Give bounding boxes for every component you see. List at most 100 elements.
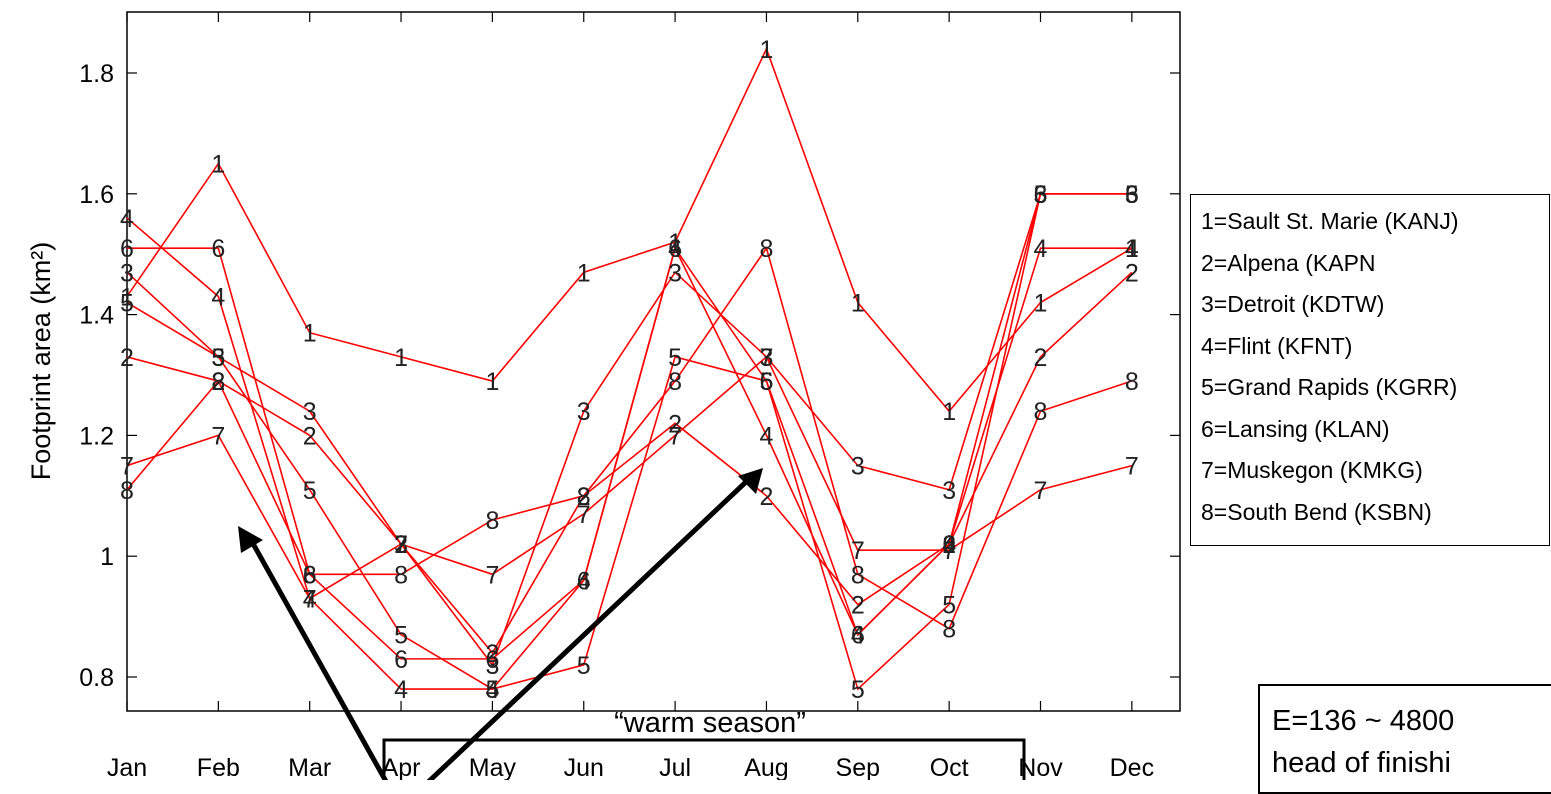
- legend-item: 6=Lansing (KLAN): [1201, 415, 1390, 442]
- series-marker-3: 3: [759, 344, 773, 372]
- series-marker-3: 3: [1125, 181, 1139, 209]
- note-box: E=136 ~ 4800 head of finishi: [1258, 684, 1551, 794]
- legend-item: 1=Sault St. Marie (KANJ): [1201, 208, 1459, 234]
- series-marker-6: 6: [303, 561, 317, 589]
- series-marker-8: 8: [1125, 368, 1139, 396]
- y-axis-label: Footprint area (km²): [26, 242, 56, 481]
- series-marker-3: 3: [1034, 181, 1048, 209]
- series-marker-7: 7: [303, 585, 317, 613]
- series-marker-2: 2: [577, 483, 591, 511]
- series-marker-8: 8: [303, 561, 317, 589]
- series-marker-4: 4: [851, 622, 865, 650]
- series-marker-5: 5: [577, 652, 591, 680]
- legend-item: 4=Flint (KFNT): [1201, 332, 1353, 359]
- series-marker-7: 7: [485, 561, 499, 589]
- series-marker-2: 2: [1034, 344, 1048, 372]
- series-marker-1: 1: [668, 229, 682, 257]
- series-marker-1: 1: [851, 290, 865, 318]
- series-marker-6: 6: [942, 531, 956, 559]
- series-marker-5: 5: [120, 290, 134, 318]
- y-tick-labels: 0.8 1 1.2 1.4 1.6 1.8: [79, 60, 114, 692]
- series-marker-3: 3: [668, 259, 682, 287]
- series-marker-8: 8: [942, 616, 956, 644]
- series-marker-4: 4: [303, 585, 317, 613]
- station-legend: 1=Sault St. Marie (KANJ) 2=Alpena (KAPN …: [1190, 194, 1550, 546]
- series-marker-7: 7: [120, 453, 134, 481]
- y-tick-label: 1.4: [79, 302, 114, 330]
- series-marker-7: 7: [577, 501, 591, 529]
- series-marker-6: 6: [1125, 181, 1139, 209]
- series-marker-8: 8: [1034, 398, 1048, 426]
- series-marker-2: 2: [668, 410, 682, 438]
- series-marker-6: 6: [211, 235, 225, 263]
- axis-ticks: [126, 12, 1180, 711]
- warm-season-label: “warm season”: [614, 707, 806, 739]
- series-marker-7: 7: [851, 537, 865, 565]
- series-marker-5: 5: [1034, 181, 1048, 209]
- series-marker-8: 8: [211, 368, 225, 396]
- series-marker-3: 3: [211, 344, 225, 372]
- x-tick-label: Apr: [382, 754, 421, 780]
- legend-item: 7=Muskegon (KMKG): [1201, 457, 1423, 483]
- arrow-to-feb: [238, 526, 389, 780]
- series-line-5: [126, 193, 1132, 691]
- series-line-6: [127, 193, 1132, 660]
- series-marker-1: 1: [1034, 290, 1048, 318]
- legend-item: 5=Grand Rapids (KGRR): [1201, 374, 1458, 400]
- x-tick-label: Sep: [836, 754, 880, 780]
- y-tick-label: 0.8: [79, 664, 114, 692]
- series-marker-2: 2: [394, 531, 408, 559]
- series-marker-1: 1: [942, 398, 956, 426]
- x-tick-label: Nov: [1018, 754, 1063, 780]
- series-marker-6: 6: [120, 235, 134, 263]
- series-marker-5: 5: [942, 592, 956, 620]
- series-marker-2: 2: [485, 640, 499, 668]
- series-marker-2: 2: [759, 483, 773, 511]
- series-line-4: [126, 217, 1132, 690]
- series-marker-8: 8: [851, 561, 865, 589]
- series-marker-2: 2: [1125, 259, 1139, 287]
- arrow-to-aug: [426, 468, 763, 780]
- series-marker-3: 3: [303, 398, 317, 426]
- series-marker-3: 3: [942, 477, 956, 505]
- series-marker-4: 4: [211, 283, 225, 311]
- series-marker-8: 8: [394, 561, 408, 589]
- series-marker-1: 1: [759, 36, 773, 64]
- series-marker-7: 7: [211, 422, 225, 450]
- series-marker-5: 5: [211, 344, 225, 372]
- y-tick-label: 1.6: [79, 181, 114, 209]
- series-marker-3: 3: [851, 453, 865, 481]
- series-marker-7: 7: [668, 422, 682, 450]
- x-tick-label: May: [469, 754, 517, 780]
- series-marker-5: 5: [851, 676, 865, 704]
- x-tick-label: Mar: [288, 754, 331, 780]
- series-marker-6: 6: [394, 646, 408, 674]
- series-marker-5: 5: [759, 368, 773, 396]
- series-marker-7: 7: [1034, 477, 1048, 505]
- note-line-2: head of finishi: [1272, 747, 1451, 779]
- x-tick-label: Dec: [1110, 754, 1154, 780]
- series-marker-7: 7: [942, 537, 956, 565]
- series-marker-3: 3: [485, 652, 499, 680]
- series-marker-6: 6: [851, 622, 865, 650]
- x-tick-label: Aug: [744, 754, 788, 780]
- x-tick-label: Feb: [197, 754, 240, 780]
- series-marker-8: 8: [485, 507, 499, 535]
- series-marker-3: 3: [120, 259, 134, 287]
- legend-item: 2=Alpena (KAPN: [1201, 249, 1376, 276]
- series-marker-4: 4: [577, 567, 591, 595]
- series-marker-1: 1: [120, 283, 134, 311]
- x-tick-label: Oct: [930, 754, 969, 780]
- series-marker-7: 7: [1125, 453, 1139, 481]
- series-marker-5: 5: [394, 622, 408, 650]
- series-marker-1: 1: [394, 344, 408, 372]
- x-tick-label: Jan: [107, 754, 147, 780]
- series-lines: [126, 46, 1133, 691]
- series-marker-1: 1: [303, 320, 317, 348]
- series-marker-6: 6: [577, 567, 591, 595]
- series-marker-5: 5: [303, 477, 317, 505]
- series-marker-1: 1: [485, 368, 499, 396]
- series-marker-1: 1: [211, 151, 225, 179]
